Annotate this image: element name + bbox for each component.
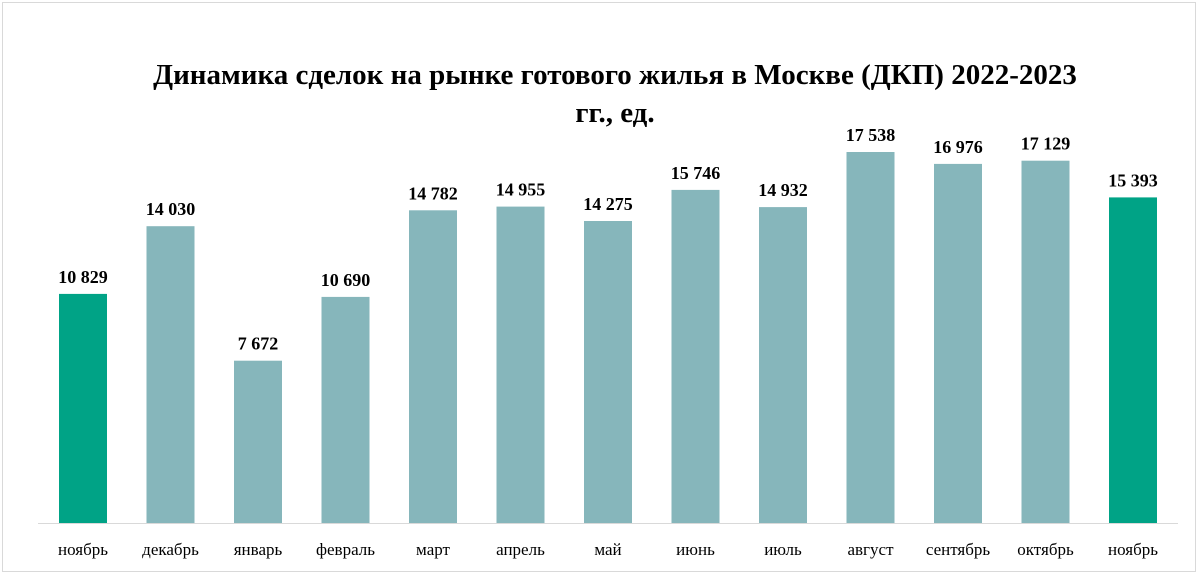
value-label-4: 10 690 — [321, 270, 371, 290]
value-label-3: 7 672 — [238, 334, 279, 354]
bar-12 — [1021, 160, 1070, 523]
category-label-2: декабрь — [142, 540, 199, 559]
category-label-4: февраль — [316, 540, 375, 559]
bar-6 — [496, 206, 545, 523]
value-label-8: 15 746 — [671, 163, 721, 183]
category-label-12: октябрь — [1017, 540, 1074, 559]
category-label-1: ноябрь — [58, 540, 108, 559]
value-label-9: 14 932 — [758, 180, 808, 200]
chart-title-line-2: гг., ед. — [575, 97, 655, 129]
bar-4 — [321, 296, 370, 523]
value-label-11: 16 976 — [933, 137, 983, 157]
value-label-7: 14 275 — [583, 194, 633, 214]
category-label-10: август — [847, 540, 894, 559]
category-label-11: сентябрь — [926, 540, 991, 559]
bar-3 — [234, 360, 282, 523]
bar-1 — [59, 293, 107, 523]
category-labels-group: ноябрь декабрь январь февраль март апрель май и… — [58, 540, 1158, 559]
category-label-3: январь — [234, 540, 283, 559]
value-label-13: 15 393 — [1108, 170, 1158, 190]
category-label-7: май — [594, 540, 621, 559]
chart-title-line-1: Динамика сделок на рынке готового жилья … — [153, 59, 1077, 91]
category-label-13: ноябрь — [1108, 540, 1158, 559]
bar-13 — [1109, 197, 1157, 523]
value-label-1: 10 829 — [58, 267, 108, 287]
value-labels-group: 10 829 14 030 7 672 10 690 14 782 14 955 14 27… — [58, 125, 1158, 354]
bar-11 — [934, 163, 982, 523]
bar-5 — [409, 210, 457, 524]
bar-7 — [584, 221, 632, 523]
value-label-5: 14 782 — [408, 183, 458, 203]
category-label-5: март — [416, 540, 450, 559]
category-label-8: июнь — [676, 540, 715, 559]
value-label-12: 17 129 — [1021, 134, 1071, 154]
bar-9 — [759, 207, 807, 523]
bars-group — [59, 152, 1157, 524]
category-label-6: апрель — [496, 540, 545, 559]
value-label-2: 14 030 — [146, 199, 196, 219]
bar-2 — [146, 226, 195, 523]
chart-title: Динамика сделок на рынке готового жилья … — [0, 56, 1200, 132]
value-label-6: 14 955 — [496, 180, 546, 200]
category-label-9: июль — [764, 540, 802, 559]
value-label-10: 17 538 — [846, 125, 896, 145]
bar-10 — [846, 152, 895, 523]
bar-8 — [671, 189, 720, 523]
